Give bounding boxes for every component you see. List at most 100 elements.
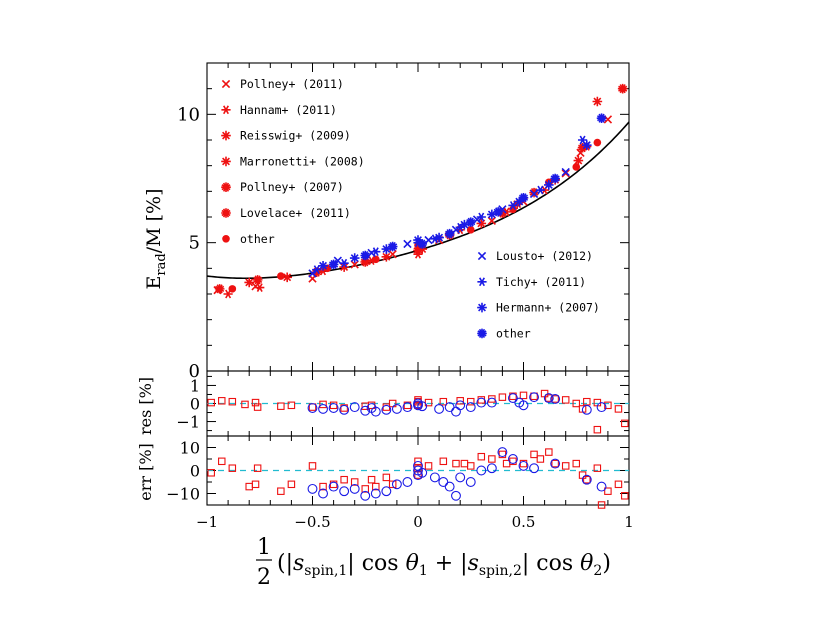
err-blue-point xyxy=(508,454,518,464)
err-blue-point xyxy=(318,488,328,499)
res-red-point xyxy=(319,400,327,409)
main-y-tick-label: 0 xyxy=(189,361,200,382)
main-blue-point xyxy=(371,247,381,257)
err-red-point xyxy=(388,480,397,489)
res-blue-series xyxy=(307,392,607,417)
main-red-point xyxy=(502,207,512,217)
main-blue-point xyxy=(318,260,328,271)
res-blue-point xyxy=(451,406,461,417)
res-red-point xyxy=(561,396,570,404)
x-label-mid1: | cos xyxy=(347,551,405,576)
main-red-point xyxy=(228,285,237,293)
main-y-axis-label: Erad/M [%] xyxy=(143,189,169,290)
err-red-point xyxy=(460,459,469,468)
legend-red-marker xyxy=(221,79,231,89)
main-red-point-core xyxy=(217,286,222,292)
legend-red-label: Hannam+ (2011) xyxy=(240,103,337,117)
x-label-close: ) xyxy=(602,551,611,576)
x-label-plus: + | xyxy=(428,551,468,576)
err-red-point xyxy=(245,482,253,491)
main-red-point xyxy=(603,115,613,124)
res-red-point xyxy=(509,392,517,401)
err-blue-point xyxy=(429,472,440,483)
main-red-point xyxy=(592,96,603,107)
err-red-point xyxy=(277,487,285,495)
res-red-point xyxy=(593,425,602,434)
err-red-point xyxy=(561,462,570,470)
legend-red-marker xyxy=(221,156,231,167)
main-red-point-core xyxy=(363,259,368,265)
res-red-series xyxy=(207,389,629,434)
x-label-sub1: spin,1 xyxy=(304,563,347,579)
res-blue-point xyxy=(529,392,539,403)
res-red-point xyxy=(498,393,507,401)
legend-red-marker xyxy=(221,105,231,115)
x-label-t2: 2 xyxy=(593,563,602,579)
err-red-series xyxy=(207,448,629,509)
main-red-point xyxy=(561,169,570,178)
res-red-point xyxy=(614,405,623,413)
err-blue-point xyxy=(417,467,428,478)
res-blue-point xyxy=(402,402,413,413)
main-blue-point xyxy=(561,167,570,177)
legend-blue-label: other xyxy=(496,326,531,340)
main-blue-point xyxy=(535,185,545,195)
x-axis-label: 1 2 (|sspin,1| cos θ1 + |sspin,2| cos θ2… xyxy=(256,535,611,590)
res-red-point xyxy=(604,401,612,410)
svg-text:Erad/M [%]: Erad/M [%] xyxy=(143,189,169,290)
x-tick-label: 1 xyxy=(624,513,634,531)
res-blue-point xyxy=(518,400,529,411)
res-blue-point xyxy=(307,403,318,413)
err-red-point xyxy=(498,450,507,459)
main-red-point xyxy=(388,250,397,259)
err-red-point xyxy=(604,487,612,495)
x-label-theta2: θ xyxy=(580,551,593,576)
err-blue-point xyxy=(438,477,449,487)
main-blue-point-core xyxy=(447,231,452,236)
main-blue-point xyxy=(508,201,518,210)
err-red-point xyxy=(466,462,475,470)
res-blue-point xyxy=(455,400,466,411)
x-label-s2: s xyxy=(468,551,479,576)
legend-red-label: Reisswig+ (2009) xyxy=(240,129,351,143)
err-red-point xyxy=(287,480,296,489)
res-red-point xyxy=(551,395,559,403)
main-blue-point-core xyxy=(521,195,526,200)
x-label-s1: s xyxy=(293,551,304,576)
err-blue-point xyxy=(550,458,561,469)
main-y-tick-label: 10 xyxy=(177,104,200,125)
main-y-tick-label: 5 xyxy=(189,233,200,254)
err-red-point xyxy=(583,475,591,484)
main-blue-point xyxy=(312,265,322,275)
main-blue-point-core xyxy=(420,241,425,247)
res-blue-point xyxy=(318,403,328,414)
err-red-point xyxy=(477,452,486,461)
main-y-label-sub: rad xyxy=(154,253,169,275)
res-blue-point xyxy=(581,404,592,415)
res-blue-point xyxy=(339,404,350,415)
main-red-point xyxy=(487,216,497,226)
res-red-point xyxy=(253,403,262,411)
main-red-point xyxy=(381,251,392,262)
err-blue-point xyxy=(455,472,466,483)
x-label-sub2: spin,2 xyxy=(479,563,522,579)
err-red-point xyxy=(319,482,327,491)
err-red-point xyxy=(207,469,215,477)
res-blue-point xyxy=(328,403,339,413)
legend-red-marker xyxy=(222,235,230,243)
err-blue-point xyxy=(486,463,497,474)
err-red-point xyxy=(509,457,517,466)
err-blue-point xyxy=(360,490,371,501)
err-red-point xyxy=(228,464,237,472)
err-red-point xyxy=(488,455,496,463)
res-y-tick-label: 1 xyxy=(190,376,200,395)
main-red-point xyxy=(350,260,359,269)
main-blue-point xyxy=(544,180,554,190)
err-blue-point xyxy=(596,481,607,492)
err-blue-point xyxy=(518,460,529,471)
x-tick-label: −1 xyxy=(196,513,218,531)
legend-blue-marker xyxy=(477,251,487,261)
err-blue-point xyxy=(339,486,350,497)
err-blue-point xyxy=(391,479,402,490)
err-blue-point xyxy=(402,477,413,487)
